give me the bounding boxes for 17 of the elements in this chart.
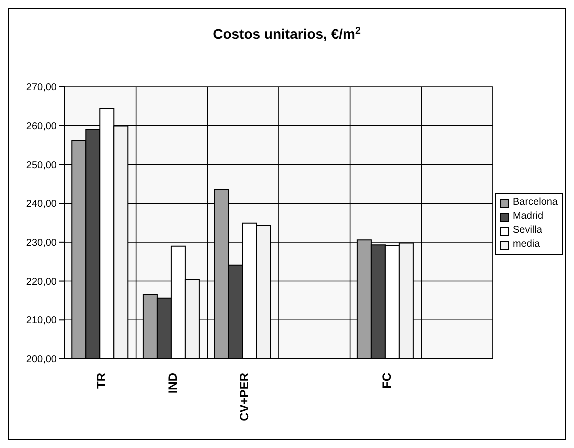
x-tick-label: TR [94,372,109,389]
y-tick-label: 270,00 [26,82,58,94]
legend-label: Barcelona [512,196,558,210]
legend-label: Madrid [512,210,544,224]
y-tick-label: 200,00 [26,354,58,366]
y-tick-label: 210,00 [26,316,58,327]
y-tick-label: 220,00 [26,276,58,288]
chart-title: Costos unitarios, €/m$^{2}$ [213,26,362,42]
x-tick-label: FC [380,372,394,389]
x-tick-label: CV+PER [237,372,252,422]
y-tick-label: 240,00 [26,199,58,210]
legend-label: Sevilla [512,224,542,238]
y-tick-label: 260,00 [26,121,58,132]
y-tick-label: 250,00 [26,160,58,172]
x-tick-label: IND [166,372,180,394]
legend-label: media [512,238,540,252]
y-tick-label: 230,00 [26,238,58,249]
